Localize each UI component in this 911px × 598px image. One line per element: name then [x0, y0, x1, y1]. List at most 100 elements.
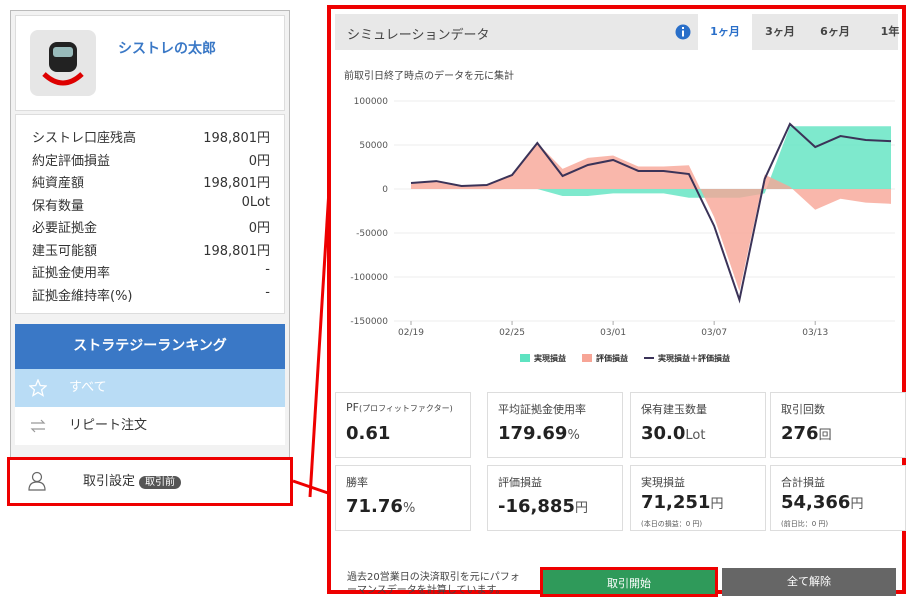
ranking-header[interactable]: ストラテジーランキング [15, 324, 285, 369]
stat-value: 30.0Lot [641, 423, 706, 444]
y-tick-label: 0 [382, 185, 388, 195]
value-number: -16,885 [498, 496, 575, 517]
tab[interactable]: 1ヶ月 [698, 14, 752, 50]
stat-label: 合計損益 [781, 474, 825, 490]
stat-name: 評価損益 [498, 476, 542, 489]
user-name: シストレの太郎 [118, 38, 216, 58]
footer-note: 過去20営業日の決済取引を元にパフォーマンスデータを計算しています。 [347, 571, 527, 597]
stat-value: 0.61 [346, 423, 390, 444]
page: {"profile": {"name": "シストレの太郎"}, "accoun… [0, 0, 911, 594]
x-tick-label: 02/19 [398, 328, 424, 338]
row-value: 198,801円 [203, 127, 270, 146]
stat-card: 評価損益 -16,885円 [487, 465, 623, 531]
value-number: 0.61 [346, 423, 390, 444]
y-tick-label: -100000 [350, 273, 388, 283]
stat-value: 71.76% [346, 496, 415, 517]
stat-name: 平均証拠金使用率 [498, 403, 586, 416]
status-badge: 取引前 [139, 476, 181, 489]
stat-name: PF [346, 401, 359, 414]
legend-swatch [520, 354, 530, 362]
row-value: 0円 [249, 150, 270, 169]
info-icon[interactable] [675, 24, 691, 40]
y-tick-label: 50000 [359, 141, 388, 151]
account-row: 証拠金維持率(%) - [32, 285, 270, 305]
stat-card: 保有建玉数量 30.0Lot [630, 392, 766, 458]
legend-label: 評価損益 [596, 353, 628, 363]
stat-label: 評価損益 [498, 474, 542, 490]
row-label: 証拠金維持率(%) [32, 289, 133, 304]
x-tick-label: 02/25 [499, 328, 525, 338]
stat-name: 勝率 [346, 476, 368, 489]
y-tick-label: -50000 [356, 229, 388, 239]
row-value: - [265, 285, 270, 300]
value-number: 179.69 [498, 423, 567, 444]
stat-card: 取引回数276回 [770, 392, 906, 458]
stat-sub: (本日の損益：0 円) [641, 519, 702, 529]
menu-all[interactable]: すべて [15, 369, 285, 407]
account-row: シストレ口座残高 198,801円 [32, 127, 270, 147]
value-number: 71,251 [641, 492, 710, 513]
value-number: 30.0 [641, 423, 685, 444]
value-unit: % [567, 428, 579, 443]
stat-value: 71,251円 [641, 492, 723, 513]
stat-card: 平均証拠金使用率 179.69% [487, 392, 623, 458]
row-value: 0Lot [242, 195, 270, 210]
settings-label: 取引設定 [83, 474, 135, 489]
tab[interactable]: 6ヶ月 [808, 14, 862, 50]
stat-name: 合計損益 [781, 476, 825, 489]
legend-label: 実現損益＋評価損益 [658, 353, 730, 363]
tab[interactable]: 1年 [863, 14, 911, 50]
row-label: 約定評価損益 [32, 154, 110, 169]
stat-value: 179.69% [498, 423, 580, 444]
value-unit: Lot [685, 428, 705, 443]
clear-button[interactable]: 全て解除 [722, 568, 896, 596]
row-label: 純資産額 [32, 176, 84, 191]
x-tick-label: 03/13 [802, 328, 828, 338]
stat-label: 実現損益 [641, 474, 685, 490]
trade-settings[interactable]: 取引設定取引前 [7, 457, 293, 506]
stat-name: 実現損益 [641, 476, 685, 489]
menu-label: すべて [69, 380, 107, 395]
chart-subtitle: 前取引日終了時点のデータを元に集計 [344, 70, 514, 82]
row-label: 建玉可能額 [32, 244, 97, 259]
panel-title: シミュレーションデータ [347, 24, 489, 43]
x-tick-label: 03/07 [701, 328, 727, 338]
stat-card: PF(プロフィットファクター) 0.61 [335, 392, 471, 458]
stat-label: PF(プロフィットファクター) [346, 401, 453, 414]
chart: 前取引日終了時点のデータを元に集計 -150000 -100000 -50000 0 5… [330, 70, 905, 370]
stat-value: -16,885円 [498, 496, 588, 517]
stat-note: (プロフィットファクター) [359, 404, 453, 413]
value-unit: % [403, 501, 415, 516]
value-unit: 円 [850, 497, 863, 512]
y-tick-label: -150000 [350, 317, 388, 327]
value-unit: 回 [819, 428, 832, 443]
account-row: 証拠金使用率- [32, 262, 270, 282]
legend-label: 実現損益 [534, 353, 566, 363]
row-value: 198,801円 [203, 240, 270, 259]
value-number: 54,366 [781, 492, 850, 513]
stat-sub: (前日比：0 円) [781, 519, 828, 529]
avatar [30, 30, 96, 96]
row-label: シストレ口座残高 [32, 131, 136, 146]
stat-value: 276回 [781, 423, 832, 444]
value-number: 71.76 [346, 496, 403, 517]
row-value: - [265, 262, 270, 277]
value-unit: 円 [575, 501, 588, 516]
start-button[interactable]: 取引開始 [540, 567, 718, 597]
stat-name: 保有建玉数量 [641, 403, 707, 416]
account-row: 建玉可能額 198,801円 [32, 240, 270, 260]
value-unit: 円 [710, 497, 723, 512]
y-tick-label: 100000 [354, 97, 389, 107]
tab[interactable]: 3ヶ月 [753, 14, 807, 50]
stat-value: 54,366円 [781, 492, 863, 513]
menu-repeat[interactable]: リピート注文 [15, 407, 285, 445]
star-icon [29, 379, 47, 397]
stat-card: 勝率 71.76% [335, 465, 471, 531]
user-icon [28, 471, 46, 491]
